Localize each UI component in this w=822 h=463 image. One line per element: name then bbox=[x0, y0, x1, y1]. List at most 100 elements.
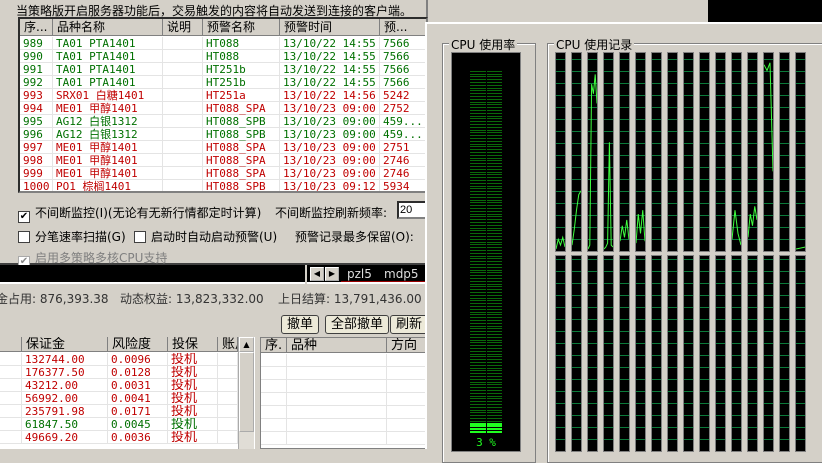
cell-name: TA01 PTA1401 bbox=[53, 37, 163, 50]
cell-name: AG12 白银1312 bbox=[53, 115, 163, 128]
dynamic-equity: 动态权益: 13,823,332.00 bbox=[120, 292, 264, 306]
cpu-graph-svg bbox=[716, 59, 725, 240]
table-row[interactable]: 990 TA01 PTA1401 HT088 13/10/22 14:55 7566 bbox=[20, 50, 426, 63]
refresh-button[interactable]: 刷新 bbox=[390, 315, 429, 334]
cpu-history-line bbox=[555, 235, 566, 250]
cpu-history-line bbox=[747, 206, 758, 238]
tab-pzl5[interactable]: pzl5 bbox=[341, 267, 378, 282]
cpu-graph-svg bbox=[747, 59, 758, 240]
cpu-core-graph bbox=[683, 255, 694, 452]
cell bbox=[0, 392, 22, 405]
table-row[interactable]: 999 ME01 甲醇1401 HT088_SPA 13/10/23 09:00 274… bbox=[20, 167, 426, 180]
column-header[interactable]: 预... bbox=[380, 19, 426, 36]
checkbox-icon bbox=[18, 231, 30, 243]
column-header[interactable]: 风险度 bbox=[108, 337, 168, 352]
scroll-up-button[interactable]: ▲ bbox=[239, 337, 254, 352]
refresh-input[interactable] bbox=[397, 201, 428, 219]
cell-time: 13/10/22 14:55 bbox=[280, 37, 380, 50]
cpu-core-graph bbox=[635, 52, 646, 252]
positions-table[interactable]: 保证金风险度投保账户▲132744.000.0096投机176377.500.0… bbox=[0, 337, 255, 449]
table-row[interactable]: 993 SRX01 白糖1401 HT251a 13/10/22 14:56 5242 bbox=[20, 89, 426, 102]
scrollbar-thumb[interactable] bbox=[239, 352, 254, 432]
cell bbox=[261, 380, 287, 393]
table-row[interactable]: 1000 PO1 棕榈1401 HT088_SPB 13/10/23 09:12 593… bbox=[20, 180, 426, 191]
table-row[interactable]: 996 AG12 白银1312 HT088_SPB 13/10/23 09:00 459… bbox=[20, 128, 426, 141]
table-row[interactable]: 991 TA01 PTA1401 HT251b 13/10/22 14:55 7566 bbox=[20, 63, 426, 76]
scroll-left-button[interactable]: ◀ bbox=[310, 267, 324, 281]
cell bbox=[218, 392, 238, 405]
table-row[interactable]: 994 ME01 甲醇1401 HT088_SPA 13/10/23 09:00 275… bbox=[20, 102, 426, 115]
cell-alert: HT088_SPB bbox=[203, 128, 280, 141]
cell-risk: 0.0045 bbox=[108, 418, 168, 431]
cell bbox=[287, 354, 387, 367]
cpu-core-graph bbox=[603, 255, 614, 452]
cell-risk: 0.0041 bbox=[108, 392, 168, 405]
cell-time: 13/10/22 14:55 bbox=[280, 50, 380, 63]
cell-price: 7566 bbox=[380, 37, 426, 50]
column-header[interactable]: 账户 bbox=[218, 337, 238, 352]
tick-scan-checkbox[interactable]: 分笔速率扫描(G) bbox=[18, 228, 126, 245]
table-row[interactable]: 998 ME01 甲醇1401 HT088_SPA 13/10/23 09:00 274… bbox=[20, 154, 426, 167]
orders-table[interactable]: 序. 品种 方向 bbox=[260, 337, 428, 449]
column-header[interactable]: 序. bbox=[261, 338, 287, 353]
table-row[interactable]: 56992.00 0.0041 投机 bbox=[0, 392, 238, 405]
table-row[interactable]: 992 TA01 PTA1401 HT251b 13/10/22 14:55 7566 bbox=[20, 76, 426, 89]
table-row[interactable]: 235791.98 0.0171 投机 bbox=[0, 405, 238, 418]
cpu-core-graph bbox=[571, 255, 582, 452]
alert-list[interactable]: 序... 品种名称 说明 预警名称 预警时间 预... 989 TA01 PTA1401 HT0… bbox=[18, 17, 428, 193]
cpu-graph-svg bbox=[716, 259, 725, 440]
cpu-graph-svg bbox=[652, 259, 661, 440]
table-row[interactable]: 61847.50 0.0045 投机 bbox=[0, 418, 238, 431]
table-row[interactable]: 997 ME01 甲醇1401 HT088_SPA 13/10/23 09:00 275… bbox=[20, 141, 426, 154]
cpu-graph-svg bbox=[700, 259, 709, 440]
table-row[interactable]: 989 TA01 PTA1401 HT088 13/10/22 14:55 7566 bbox=[20, 37, 426, 50]
cell-desc bbox=[163, 154, 203, 167]
column-header[interactable]: 保证金 bbox=[22, 337, 108, 352]
cell-no: 997 bbox=[20, 141, 53, 154]
cell-desc bbox=[163, 76, 203, 89]
cancel-order-button[interactable]: 撤单 bbox=[281, 315, 320, 334]
table-row[interactable]: 176377.50 0.0128 投机 bbox=[0, 366, 238, 379]
cpu-graph-svg bbox=[668, 59, 677, 240]
column-header[interactable]: 预警名称 bbox=[203, 19, 280, 36]
cell bbox=[287, 419, 387, 432]
cell-price: 459... bbox=[380, 128, 426, 141]
table-row bbox=[261, 432, 427, 445]
cpu-core-graph bbox=[683, 52, 694, 252]
cpu-graph-svg bbox=[587, 59, 598, 250]
cpu-core-graph bbox=[779, 52, 790, 252]
cpu-core-graph bbox=[747, 255, 758, 452]
cancel-all-button[interactable]: 全部撤单 bbox=[325, 315, 390, 334]
column-header[interactable]: 品种名称 bbox=[53, 19, 163, 36]
column-header[interactable]: 预警时间 bbox=[280, 19, 380, 36]
column-header[interactable]: 投保 bbox=[168, 337, 218, 352]
cell bbox=[287, 367, 387, 380]
column-header[interactable]: 品种 bbox=[287, 338, 387, 353]
cpu-graph-svg bbox=[572, 259, 581, 440]
cell bbox=[218, 431, 238, 444]
cell-risk: 0.0031 bbox=[108, 379, 168, 392]
table-row[interactable]: 43212.00 0.0031 投机 bbox=[0, 379, 238, 392]
sheet-tab-bar: ◀ ▶ pzl5 mdp5 bbox=[0, 265, 428, 284]
cpu-graph-svg bbox=[684, 59, 693, 240]
cpu-core-graph bbox=[635, 255, 646, 452]
cell-risk: 0.0036 bbox=[108, 431, 168, 444]
cpu-graph-svg bbox=[764, 259, 773, 440]
table-row[interactable]: 995 AG12 白银1312 HT088_SPB 13/10/23 09:00 459… bbox=[20, 115, 426, 128]
auto-start-checkbox[interactable]: 启动时自动启动预警(U) bbox=[134, 228, 277, 245]
table-row[interactable]: 49669.20 0.0036 投机 bbox=[0, 431, 238, 444]
cpu-graph-svg bbox=[780, 59, 789, 240]
cell bbox=[387, 432, 427, 445]
cpu-core-graph bbox=[603, 52, 614, 252]
column-header[interactable]: 序... bbox=[20, 19, 53, 36]
continuous-monitor-checkbox[interactable]: ✔ 不间断监控(I)(无论有无新行情都定时计算) bbox=[18, 206, 262, 223]
vertical-scrollbar[interactable]: ▲ bbox=[238, 337, 254, 449]
table-row bbox=[261, 393, 427, 406]
column-header[interactable]: 方向 bbox=[387, 338, 427, 353]
cpu-graph-svg bbox=[619, 59, 630, 242]
table-row[interactable]: 132744.00 0.0096 投机 bbox=[0, 353, 238, 366]
column-header[interactable] bbox=[0, 337, 22, 352]
tab-mdp5[interactable]: mdp5 bbox=[378, 267, 425, 282]
scroll-right-button[interactable]: ▶ bbox=[325, 267, 339, 281]
column-header[interactable]: 说明 bbox=[163, 19, 203, 36]
